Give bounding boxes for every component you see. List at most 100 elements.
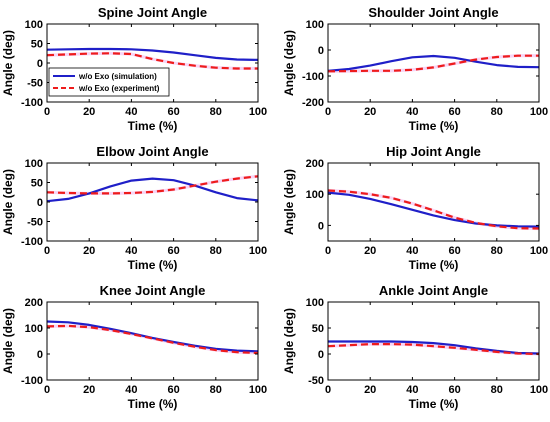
y-axis-label: Angle (deg) [282, 308, 296, 374]
y-tick-label: 200 [25, 297, 43, 309]
y-axis-label: Angle (deg) [1, 308, 15, 374]
x-tick-label: 100 [530, 384, 548, 396]
x-tick-label: 20 [83, 384, 95, 396]
x-axis-label: Time (%) [128, 397, 178, 411]
axes-frame [327, 301, 540, 381]
axes-frame [46, 162, 259, 242]
y-axis-label: Angle (deg) [282, 30, 296, 96]
y-tick-label: -100 [302, 71, 324, 83]
x-tick-label: 20 [364, 245, 376, 257]
x-axis-label: Time (%) [409, 258, 459, 272]
x-tick-label: 20 [364, 106, 376, 118]
y-axis-label: Angle (deg) [282, 169, 296, 235]
chart-title: Spine Joint Angle [98, 5, 207, 20]
axes-frame [327, 162, 540, 242]
legend-label-experiment: w/o Exo (experiment) [78, 84, 160, 93]
y-axis-label: Angle (deg) [1, 169, 15, 235]
y-tick-label: 100 [306, 189, 324, 201]
legend: w/o Exo (simulation) w/o Exo (experiment) [48, 67, 170, 97]
y-tick-label: 100 [25, 158, 43, 170]
y-tick-label: 0 [318, 220, 324, 232]
x-axis-label: Time (%) [128, 258, 178, 272]
legend-box [48, 67, 170, 97]
y-tick-label: 50 [31, 178, 43, 190]
x-tick-label: 60 [167, 106, 179, 118]
x-tick-label: 40 [125, 384, 137, 396]
y-tick-label: 0 [318, 45, 324, 57]
series-simulation-line [46, 177, 259, 203]
y-tick-label: 50 [31, 39, 43, 51]
x-tick-label: 60 [448, 106, 460, 118]
experiment-band [328, 188, 539, 231]
y-tick-label: 50 [312, 323, 324, 335]
series-simulation-line [327, 191, 540, 228]
x-tick-label: 60 [167, 384, 179, 396]
chart-panel-4: Hip Joint Angle 0 20 40 60 80 100 0 100 200 Time (… [282, 144, 548, 272]
x-tick-label: 0 [325, 106, 331, 118]
y-tick-label: 100 [25, 323, 43, 335]
x-tick-label: 20 [83, 245, 95, 257]
y-axis-label: Angle (deg) [1, 30, 15, 96]
x-tick-label: 100 [530, 106, 548, 118]
y-tick-label: -200 [302, 97, 324, 109]
axes-frame [327, 23, 540, 103]
series-simulation-line [46, 320, 259, 353]
x-tick-label: 0 [44, 384, 50, 396]
axes-frame [46, 301, 259, 381]
y-tick-label: -100 [21, 375, 43, 387]
x-tick-label: 20 [83, 106, 95, 118]
y-tick-label: 0 [37, 58, 43, 70]
y-tick-label: 100 [25, 19, 43, 31]
series-experiment-line [327, 343, 540, 356]
x-axis-label: Time (%) [409, 397, 459, 411]
chart-title: Hip Joint Angle [386, 144, 481, 159]
y-tick-label: 0 [37, 349, 43, 361]
series-experiment-line [327, 54, 539, 73]
series-experiment-line [327, 189, 540, 230]
y-tick-label: -100 [21, 97, 43, 109]
y-tick-label: 0 [37, 197, 43, 209]
x-tick-label: 100 [249, 245, 267, 257]
x-tick-label: 20 [364, 384, 376, 396]
x-tick-label: 40 [406, 384, 418, 396]
x-tick-label: 60 [167, 245, 179, 257]
y-tick-label: 100 [306, 19, 324, 31]
experiment-band [47, 51, 258, 71]
y-tick-label: 200 [306, 158, 324, 170]
x-tick-label: 80 [491, 106, 503, 118]
x-tick-label: 40 [406, 245, 418, 257]
y-tick-label: -50 [308, 375, 324, 387]
series-experiment-line [46, 324, 259, 355]
x-tick-label: 0 [44, 245, 50, 257]
series-simulation-line [327, 54, 540, 72]
x-tick-label: 0 [325, 245, 331, 257]
experiment-band [328, 342, 539, 356]
y-tick-label: -50 [27, 217, 43, 229]
x-tick-label: 0 [325, 384, 331, 396]
x-tick-label: 0 [44, 106, 50, 118]
chart-panel-3: Elbow Joint Angle 0 20 40 60 80 100 -100 -50 0 50 1… [1, 144, 267, 272]
x-tick-label: 80 [210, 106, 222, 118]
x-tick-label: 60 [448, 245, 460, 257]
y-tick-label: -100 [21, 236, 43, 248]
x-axis-label: Time (%) [128, 119, 178, 133]
series-simulation-line [46, 47, 259, 61]
y-tick-label: 0 [318, 349, 324, 361]
x-tick-label: 80 [491, 384, 503, 396]
x-tick-label: 40 [406, 106, 418, 118]
chart-panel-2: Shoulder Joint Angle 0 20 40 60 80 100 -200 -100… [282, 5, 548, 133]
y-tick-label: -50 [27, 78, 43, 90]
x-tick-label: 60 [448, 384, 460, 396]
x-tick-label: 40 [125, 106, 137, 118]
chart-title: Shoulder Joint Angle [368, 5, 498, 20]
chart-title: Ankle Joint Angle [379, 283, 488, 298]
x-tick-label: 80 [491, 245, 503, 257]
x-axis-label: Time (%) [409, 119, 459, 133]
chart-title: Elbow Joint Angle [96, 144, 208, 159]
x-tick-label: 100 [530, 245, 548, 257]
x-tick-label: 40 [125, 245, 137, 257]
x-tick-label: 100 [249, 106, 267, 118]
